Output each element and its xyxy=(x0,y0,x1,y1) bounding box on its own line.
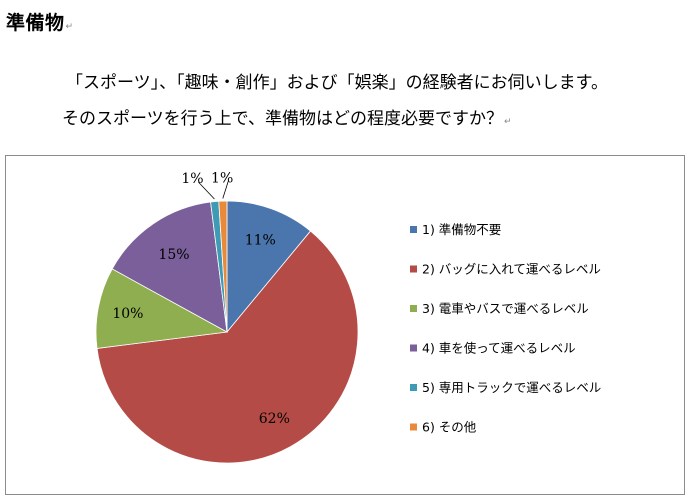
question-line-2: そのスポーツを行う上で、準備物はどの程度必要ですか？↵ xyxy=(0,104,688,129)
legend-swatch xyxy=(410,384,417,391)
data-label: 1% xyxy=(211,170,233,186)
paragraph-mark-icon: ↵ xyxy=(65,22,74,32)
legend: 1) 準備物不要 2) バッグに入れて運べるレベル 3) 電車やバスで運べるレベル 4… xyxy=(410,222,601,435)
data-label: 62% xyxy=(259,411,290,427)
data-label: 11% xyxy=(245,233,276,249)
page-heading-text: 準備物 xyxy=(6,12,65,34)
pie-chart-svg: 11% 62% 10% 15% 1% 1% 1) 準備物不要 2) バッグに入れて運べるレベ… xyxy=(95,170,601,464)
data-label: 10% xyxy=(112,306,143,322)
legend-label: 2) バッグに入れて運べるレベル xyxy=(422,262,601,277)
question-line-2-text: そのスポーツを行う上で、準備物はどの程度必要ですか？ xyxy=(62,109,503,129)
pie-slice xyxy=(218,200,228,333)
legend-label: 5) 専用トラックで運べるレベル xyxy=(422,380,601,395)
leader-line xyxy=(222,181,229,199)
legend-label: 6) その他 xyxy=(422,420,477,435)
data-label: 1% xyxy=(181,171,203,187)
leader-line xyxy=(198,181,215,200)
legend-label: 4) 車を使って運べるレベル xyxy=(422,341,576,356)
data-labels: 11% 62% 10% 15% 1% 1% xyxy=(112,170,290,427)
legend-label: 3) 電車やバスで運べるレベル xyxy=(422,301,589,316)
legend-swatch xyxy=(410,423,417,431)
pie-slices xyxy=(95,200,359,464)
data-label: 15% xyxy=(158,247,189,263)
legend-swatch xyxy=(410,265,417,273)
pie-slice xyxy=(95,268,229,349)
pie-chart: 11% 62% 10% 15% 1% 1% 1) 準備物不要 2) バッグに入れて運べるレベ… xyxy=(5,155,685,495)
pie-slice xyxy=(111,201,228,333)
paragraph-mark-icon: ↵ xyxy=(503,117,512,127)
legend-swatch xyxy=(410,344,417,352)
pie-slice xyxy=(96,230,359,464)
legend-swatch xyxy=(410,305,417,312)
question-line-1: 「スポーツ」、「趣味・創作」および「娯楽」の経験者にお伺いします。 xyxy=(66,73,608,93)
page-heading: 準備物↵ xyxy=(6,8,74,35)
pie-slice xyxy=(226,200,312,334)
legend-swatch xyxy=(410,226,417,233)
legend-label: 1) 準備物不要 xyxy=(422,222,501,237)
